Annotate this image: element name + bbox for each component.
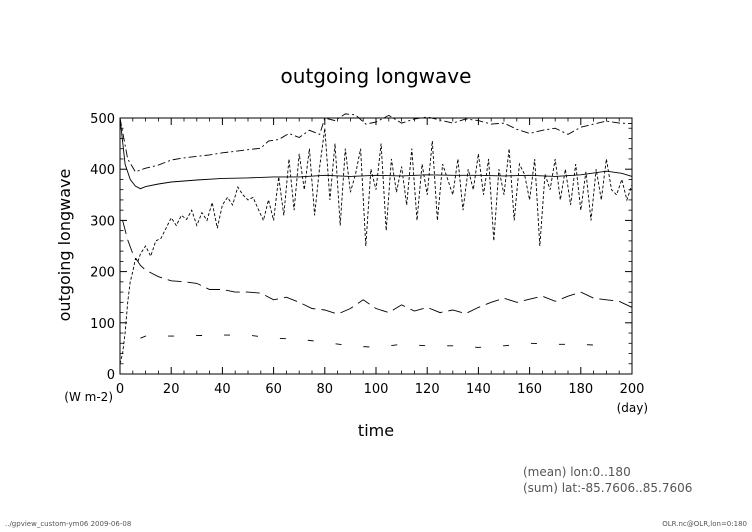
series-layer xyxy=(119,113,633,364)
x-tick-label: 60 xyxy=(265,382,282,397)
y-tick-label: 300 xyxy=(90,214,115,229)
series-line-3-longdash xyxy=(122,220,633,315)
x-tick-label: 80 xyxy=(317,382,334,397)
x-axis-unit: (day) xyxy=(617,401,648,415)
y-axis-unit: (W m-2) xyxy=(64,390,113,404)
tick-layer: 0 20 40 60 80 100 120 140 160 180 200 0 100 200 300 400… xyxy=(90,112,644,397)
x-tick-label: 40 xyxy=(214,382,231,397)
x-tick-label: 0 xyxy=(116,382,124,397)
series-line-1-solid xyxy=(119,117,633,190)
series-line-4-shortdash xyxy=(119,128,633,364)
y-tick-label: 0 xyxy=(107,368,115,383)
series-line-2-dashdot xyxy=(119,113,633,173)
footer-right: OLR.nc@OLR,lon=0:180 xyxy=(662,520,747,528)
chart-title: outgoing longwave xyxy=(281,64,472,88)
y-tick-label: 500 xyxy=(90,112,115,127)
series-line-5-brokendash xyxy=(140,334,607,348)
x-tick-label: 200 xyxy=(620,382,645,397)
y-tick-label: 200 xyxy=(90,266,115,281)
sum-note: (sum) lat:-85.7606..85.7606 xyxy=(523,481,693,495)
x-axis-label: time xyxy=(358,421,394,440)
plot-area: 0 20 40 60 80 100 120 140 160 180 200 0 100 200 300 400… xyxy=(90,112,644,397)
x-tick-label: 100 xyxy=(364,382,389,397)
x-tick-label: 140 xyxy=(466,382,491,397)
y-axis-label: outgoing longwave xyxy=(55,169,74,322)
y-tick-label: 100 xyxy=(90,317,115,332)
mean-note: (mean) lon:0..180 xyxy=(523,465,631,479)
x-tick-label: 180 xyxy=(568,382,593,397)
x-tick-label: 20 xyxy=(163,382,180,397)
x-tick-label: 120 xyxy=(415,382,440,397)
footer-left: ../gpview_custom-ym06 2009-06-08 xyxy=(5,520,132,528)
y-tick-label: 400 xyxy=(90,163,115,178)
x-tick-label: 160 xyxy=(517,382,542,397)
